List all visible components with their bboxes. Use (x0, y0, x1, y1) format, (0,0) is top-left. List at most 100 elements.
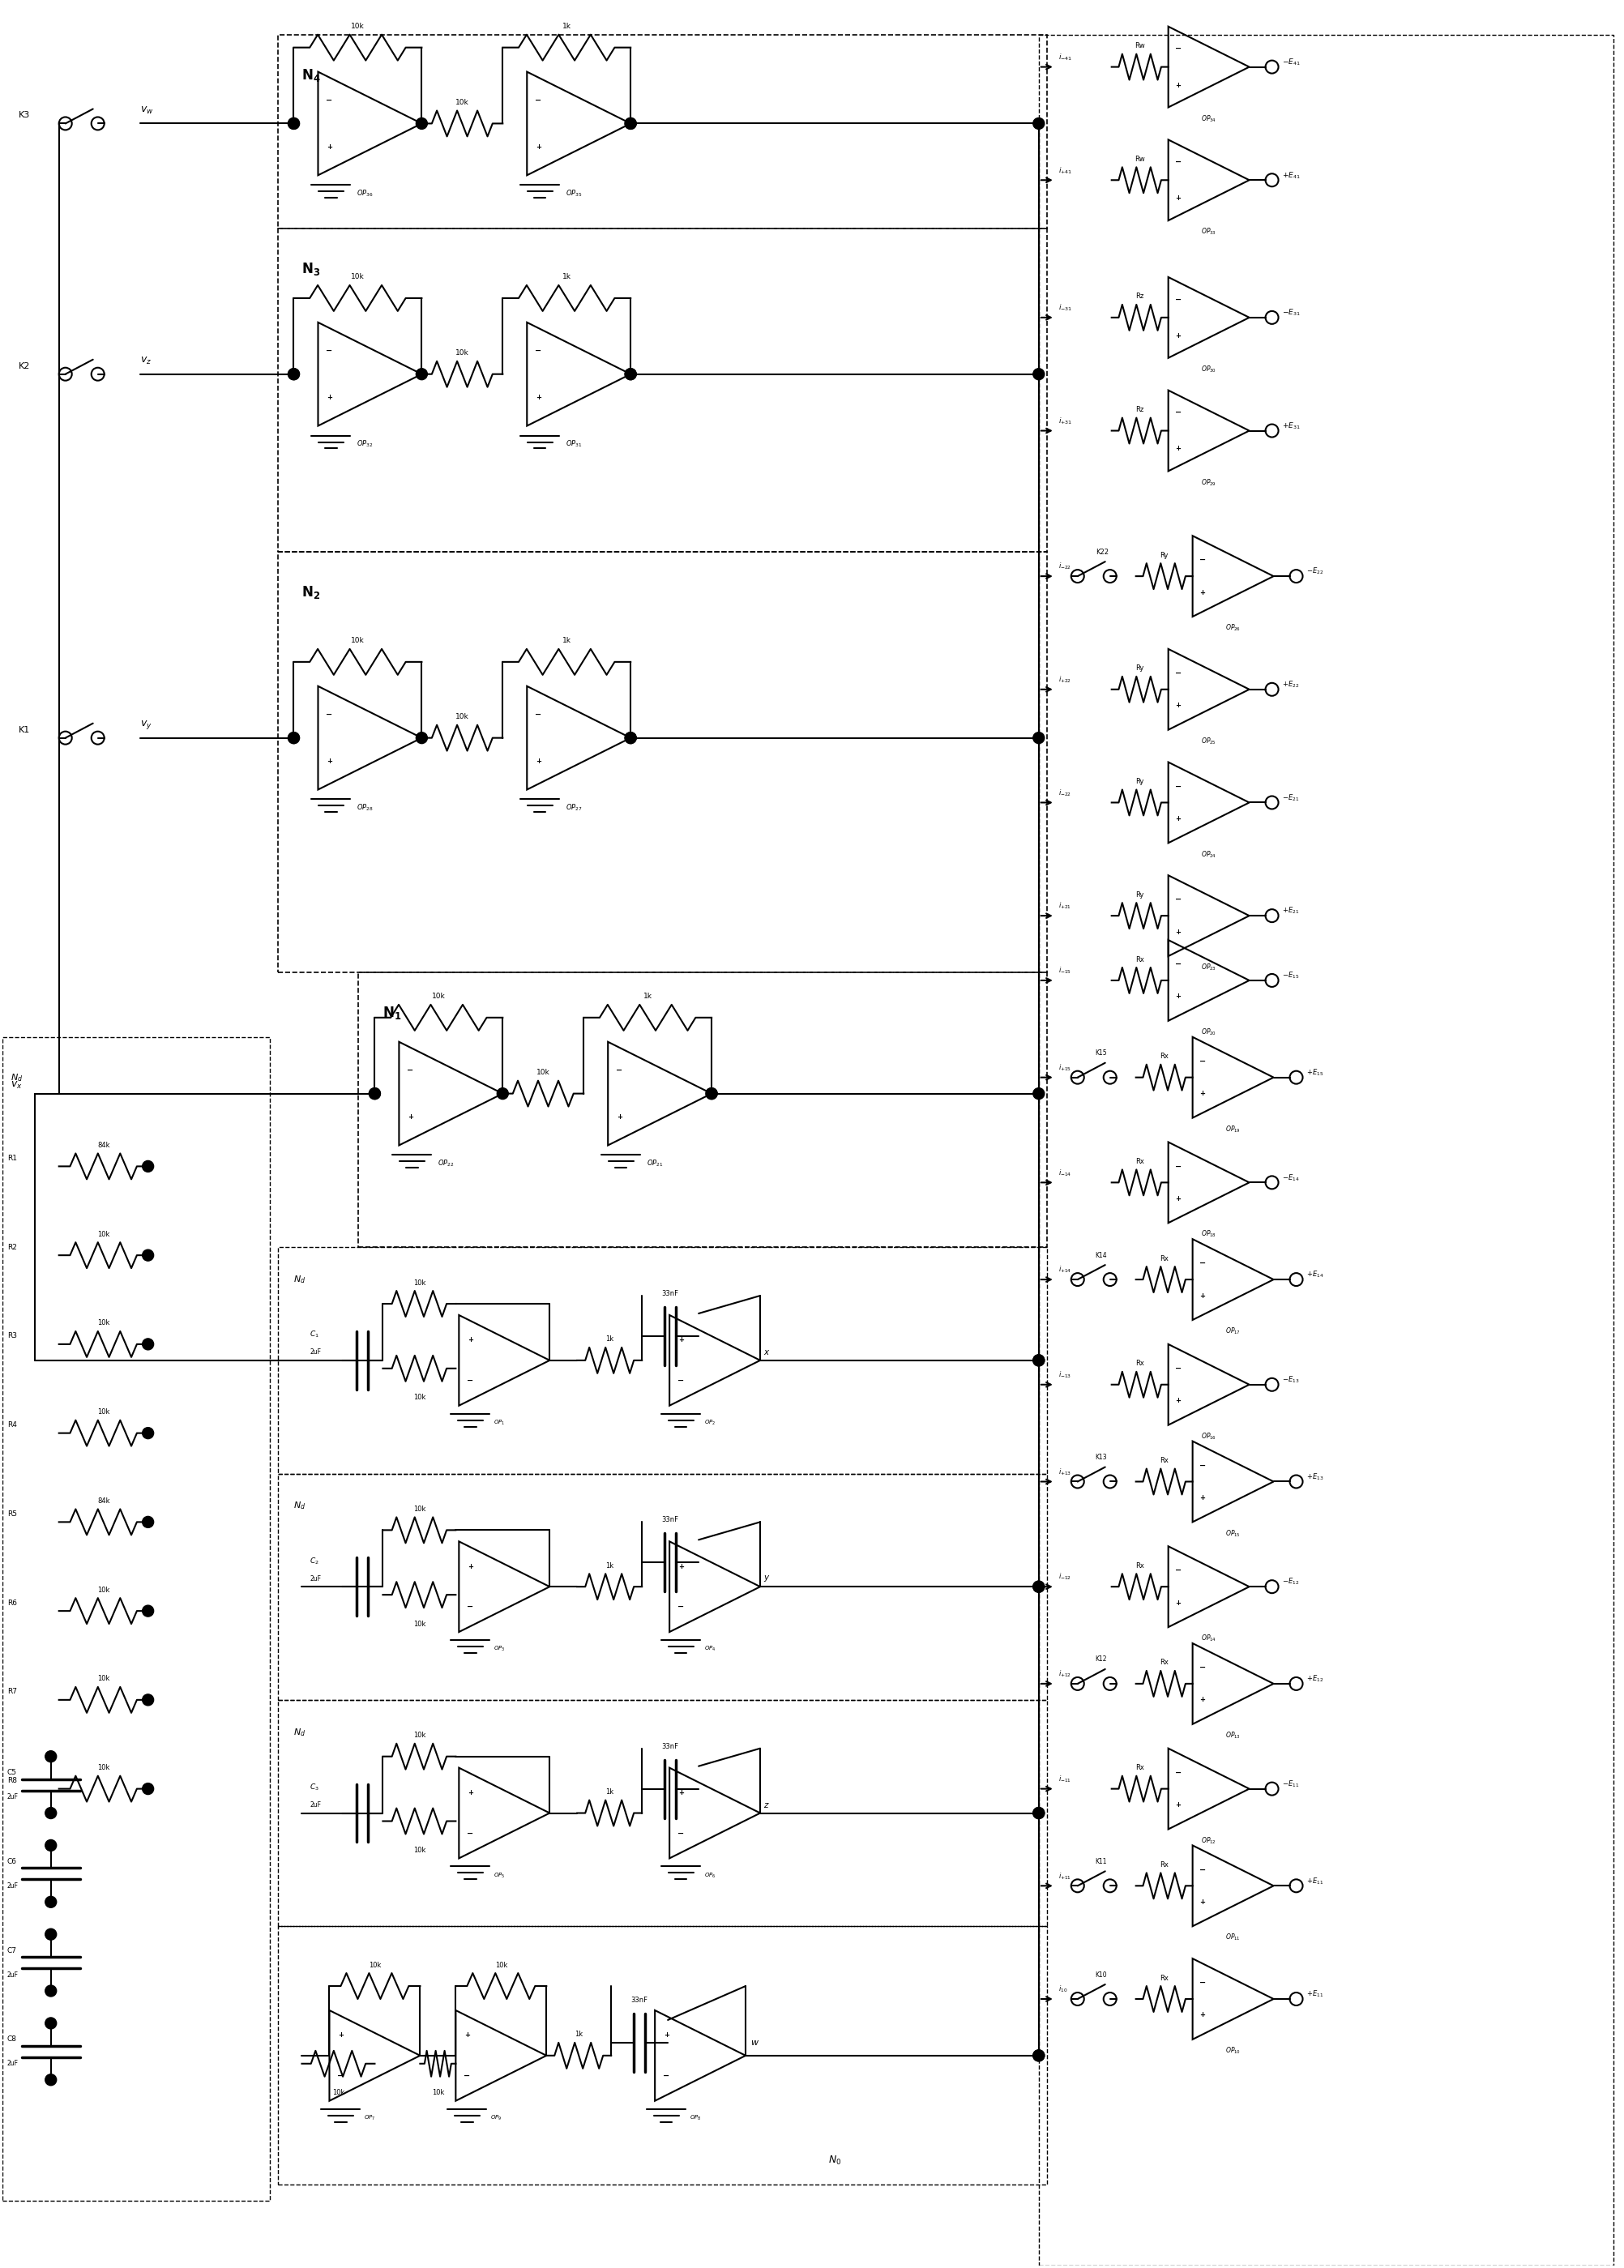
Text: $OP_1$: $OP_1$ (494, 1418, 505, 1427)
Text: $v_y$: $v_y$ (140, 719, 151, 730)
Text: $N_d$: $N_d$ (294, 1726, 307, 1737)
Text: $OP_{30}$: $OP_{30}$ (1200, 365, 1216, 374)
Text: +: + (1176, 445, 1181, 454)
Text: $i_{-15}$: $i_{-15}$ (1059, 966, 1072, 975)
Text: +: + (1200, 2012, 1205, 2019)
Text: $OP_{19}$: $OP_{19}$ (1224, 1125, 1241, 1134)
Text: 2uF: 2uF (310, 1574, 322, 1583)
Text: $OP_{10}$: $OP_{10}$ (1224, 2046, 1241, 2055)
Text: $N_d$: $N_d$ (10, 1073, 23, 1084)
Text: 1k: 1k (606, 1336, 614, 1343)
Text: $i_{-12}$: $i_{-12}$ (1059, 1572, 1072, 1583)
Text: 10k: 10k (412, 1279, 425, 1286)
Text: +: + (326, 143, 333, 150)
Circle shape (143, 1606, 154, 1617)
Circle shape (45, 2075, 57, 2087)
Circle shape (45, 1839, 57, 1851)
Bar (278, 229, 1047, 551)
Text: +: + (338, 2032, 344, 2039)
Circle shape (45, 2019, 57, 2030)
Text: $OP_{21}$: $OP_{21}$ (646, 1159, 663, 1168)
Text: $+E_{15}$: $+E_{15}$ (1306, 1068, 1324, 1077)
Text: $OP_{36}$: $OP_{36}$ (357, 188, 374, 197)
Circle shape (143, 1694, 154, 1706)
Text: −: − (534, 347, 541, 354)
Bar (278, 1474, 1047, 1701)
Text: $-E_{22}$: $-E_{22}$ (1306, 567, 1324, 576)
Text: K2: K2 (18, 363, 31, 370)
Text: Rx: Rx (1160, 1052, 1169, 1059)
Text: $v_x$: $v_x$ (10, 1080, 23, 1091)
Text: $OP_{20}$: $OP_{20}$ (1200, 1027, 1216, 1036)
Text: −: − (1174, 45, 1181, 52)
Text: Rw: Rw (1135, 43, 1145, 50)
Text: +: + (1200, 590, 1205, 596)
Text: −: − (534, 95, 541, 104)
Text: K11: K11 (1096, 1857, 1108, 1864)
Text: R5: R5 (6, 1510, 16, 1517)
Text: $OP_4$: $OP_4$ (705, 1644, 716, 1653)
Text: C8: C8 (6, 2037, 16, 2043)
Bar (278, 34, 1047, 229)
Text: $OP_{29}$: $OP_{29}$ (1200, 476, 1216, 488)
Text: $+E_{11}$: $+E_{11}$ (1306, 1876, 1324, 1887)
Text: 10k: 10k (369, 1962, 382, 1969)
Text: −: − (1174, 959, 1181, 968)
Text: +: + (468, 1563, 473, 1569)
Text: 33nF: 33nF (663, 1517, 679, 1524)
Text: $+E_{41}$: $+E_{41}$ (1281, 170, 1301, 181)
Text: 1k: 1k (562, 274, 572, 281)
Circle shape (1033, 2050, 1044, 2062)
Text: +: + (1200, 1696, 1205, 1703)
Text: −: − (1199, 1259, 1205, 1268)
Text: 10k: 10k (455, 100, 469, 107)
Text: 10k: 10k (97, 1585, 110, 1594)
Text: +: + (1176, 1195, 1181, 1202)
Text: $OP_{27}$: $OP_{27}$ (565, 803, 583, 812)
Text: $-E_{14}$: $-E_{14}$ (1281, 1173, 1299, 1182)
Text: +: + (1176, 1599, 1181, 1606)
Text: $+E_{12}$: $+E_{12}$ (1306, 1674, 1324, 1683)
Text: +: + (677, 1789, 684, 1796)
Text: Rx: Rx (1135, 1563, 1145, 1569)
Text: +: + (1200, 1898, 1205, 1905)
Text: $-E_{31}$: $-E_{31}$ (1281, 308, 1301, 318)
Text: −: − (338, 2073, 344, 2080)
Text: $+E_{31}$: $+E_{31}$ (1281, 422, 1301, 431)
Text: Rw: Rw (1135, 156, 1145, 163)
Text: 1k: 1k (643, 993, 653, 1000)
Text: 2uF: 2uF (6, 2059, 18, 2068)
Text: 33nF: 33nF (663, 1742, 679, 1751)
Text: −: − (534, 710, 541, 719)
Text: Rx: Rx (1160, 1456, 1169, 1465)
Text: +: + (1176, 82, 1181, 88)
Text: 1k: 1k (606, 1563, 614, 1569)
Text: $i_{+12}$: $i_{+12}$ (1059, 1669, 1072, 1678)
Circle shape (287, 733, 299, 744)
Circle shape (369, 1089, 380, 1100)
Text: 1k: 1k (562, 23, 572, 29)
Text: R3: R3 (6, 1334, 16, 1340)
Text: $\mathbf{N_4}$: $\mathbf{N_4}$ (302, 66, 322, 84)
Text: $v_z$: $v_z$ (140, 356, 151, 367)
Bar (2, 1036, 270, 2200)
Text: −: − (1199, 1978, 1205, 1987)
Circle shape (416, 367, 427, 379)
Text: +: + (468, 1336, 473, 1343)
Bar (1039, 34, 1614, 2266)
Text: $OP_{13}$: $OP_{13}$ (1224, 1730, 1241, 1740)
Text: 10k: 10k (351, 23, 364, 29)
Text: $i_{-31}$: $i_{-31}$ (1059, 302, 1072, 313)
Text: $v_w$: $v_w$ (140, 104, 153, 116)
Text: R6: R6 (6, 1599, 16, 1606)
Text: −: − (615, 1066, 622, 1075)
Text: 33nF: 33nF (632, 1996, 648, 2005)
Text: $+E_{21}$: $+E_{21}$ (1281, 905, 1299, 916)
Text: −: − (1174, 1161, 1181, 1170)
Circle shape (1033, 1808, 1044, 1819)
Text: −: − (468, 1377, 474, 1386)
Text: 33nF: 33nF (663, 1290, 679, 1297)
Text: $z$: $z$ (763, 1801, 770, 1810)
Text: K10: K10 (1096, 1971, 1108, 1978)
Text: 10k: 10k (97, 1765, 110, 1771)
